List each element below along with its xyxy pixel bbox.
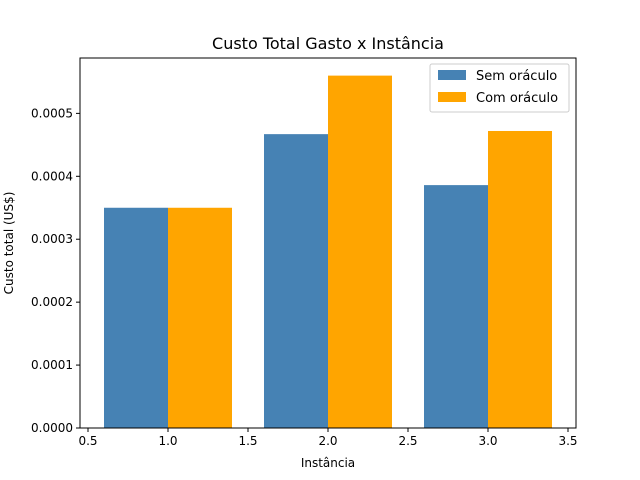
y-tick-label: 0.0001 xyxy=(31,358,73,372)
x-tick-label: 3.0 xyxy=(478,434,497,448)
x-tick-label: 2.0 xyxy=(318,434,337,448)
plot-area: 0.5 1.0 1.5 2.0 2.5 3.0 3.5 0.0000 0.0001 0.0002… xyxy=(31,57,578,448)
legend-label-sem-oraculo: Sem oráculo xyxy=(476,69,557,84)
chart-title: Custo Total Gasto x Instância xyxy=(212,34,444,53)
y-tick-label: 0.0002 xyxy=(31,295,73,309)
y-axis-label: Custo total (US$) xyxy=(2,192,16,295)
legend-swatch-com-oraculo xyxy=(438,92,466,102)
bar-series1-x0 xyxy=(168,207,232,428)
x-tick-label: 0.5 xyxy=(78,434,97,448)
legend-label-com-oraculo: Com oráculo xyxy=(476,91,558,106)
x-tick-label: 3.5 xyxy=(558,434,577,448)
x-axis-ticks: 0.5 1.0 1.5 2.0 2.5 3.0 3.5 xyxy=(78,428,578,448)
x-tick-label: 1.0 xyxy=(158,434,177,448)
y-tick-label: 0.0004 xyxy=(31,169,73,183)
x-tick-label: 1.5 xyxy=(238,434,257,448)
legend: Sem oráculo Com oráculo xyxy=(429,63,570,113)
y-axis-ticks: 0.0000 0.0001 0.0002 0.0003 0.0004 0.0005 xyxy=(31,106,80,435)
bar-series0-x0 xyxy=(104,207,168,428)
bar-series0-x2 xyxy=(424,185,488,428)
x-axis-label: Instância xyxy=(301,456,355,470)
bar-series0-x1 xyxy=(264,134,328,428)
bar-series1-x2 xyxy=(488,130,552,429)
x-tick-label: 2.5 xyxy=(398,434,417,448)
legend-swatch-sem-oraculo xyxy=(438,70,466,80)
y-tick-label: 0.0005 xyxy=(31,106,73,120)
bar-series1-x1 xyxy=(328,75,392,429)
y-tick-label: 0.0000 xyxy=(31,421,73,435)
bars-group xyxy=(104,75,552,429)
y-tick-label: 0.0003 xyxy=(31,232,73,246)
